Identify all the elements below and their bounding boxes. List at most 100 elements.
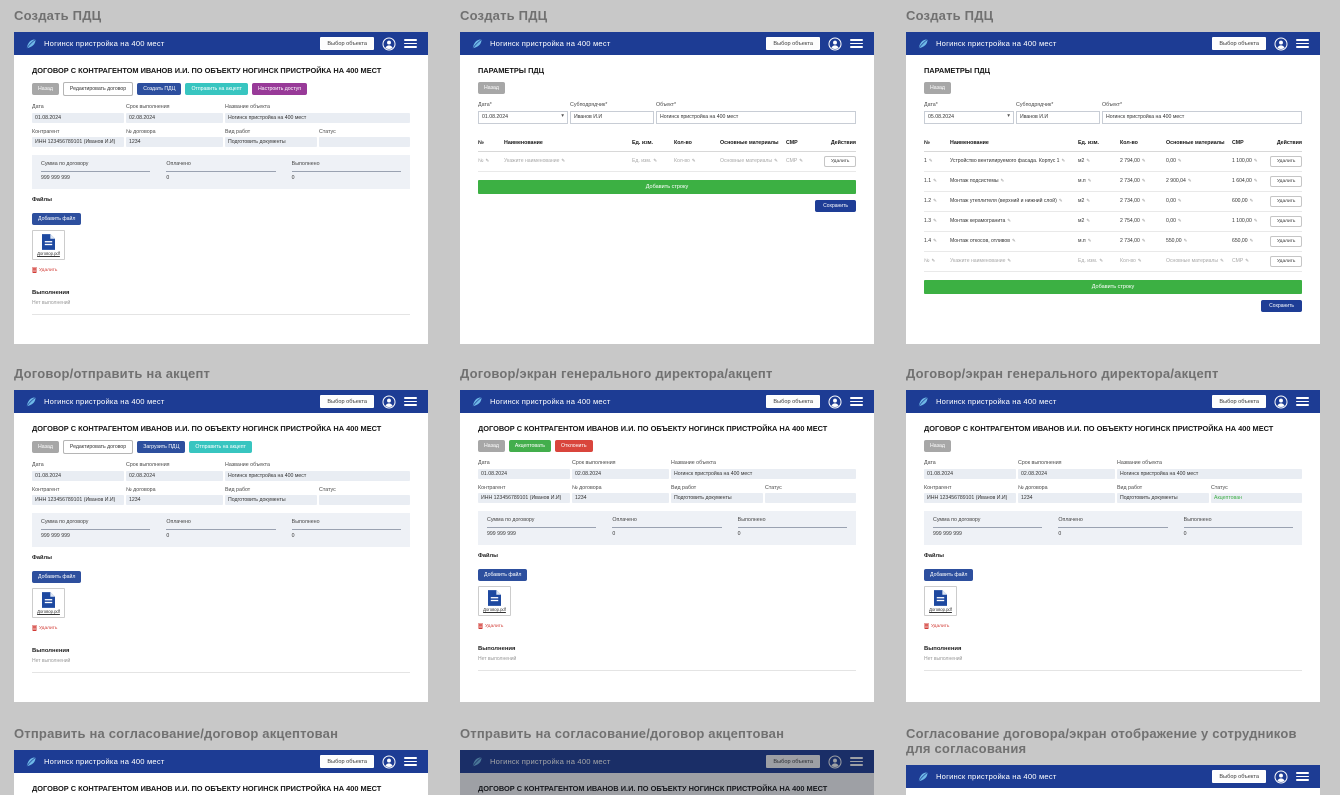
select-object-button[interactable]: Выбор объекта (766, 37, 820, 50)
table-cell[interactable]: 2 734,00 ✎ (1120, 178, 1162, 184)
user-avatar-icon[interactable] (828, 36, 842, 51)
date-select[interactable]: 01.08.2024 ▾ (478, 110, 568, 124)
action-button[interactable]: Назад (32, 441, 59, 453)
table-cell[interactable]: 600,00 ✎ (1232, 198, 1266, 204)
edit-pencil-icon[interactable]: ✎ (1007, 258, 1012, 263)
delete-file-label[interactable]: Удалить (931, 623, 950, 629)
add-row-button[interactable]: Добавить строку (924, 279, 1302, 294)
edit-pencil-icon[interactable]: ✎ (691, 158, 696, 163)
hamburger-menu-icon[interactable] (404, 396, 417, 407)
edit-pencil-icon[interactable]: ✎ (1000, 178, 1005, 183)
user-avatar-icon[interactable] (828, 394, 842, 409)
select-object-button[interactable]: Выбор объекта (320, 395, 374, 408)
edit-pencil-icon[interactable]: ✎ (1141, 198, 1146, 203)
table-cell[interactable]: м.п ✎ (1078, 238, 1116, 244)
hamburger-menu-icon[interactable] (1296, 396, 1309, 407)
hamburger-menu-icon[interactable] (850, 38, 863, 49)
delete-row-button[interactable]: Удалить (824, 155, 857, 167)
delete-file-link[interactable]: Удалить (32, 625, 57, 631)
edit-pencil-icon[interactable]: ✎ (933, 218, 937, 223)
table-cell[interactable]: 650,00 ✎ (1232, 238, 1266, 244)
select-object-button[interactable]: Выбор объекта (1212, 770, 1266, 783)
table-cell[interactable]: 2 734,00 ✎ (1120, 238, 1162, 244)
edit-pencil-icon[interactable]: ✎ (928, 158, 933, 163)
table-cell[interactable]: 1 100,00 ✎ (1232, 158, 1266, 164)
edit-pencil-icon[interactable]: ✎ (1058, 198, 1063, 203)
file-thumbnail[interactable]: Договор.pdf (32, 588, 65, 618)
edit-pencil-icon[interactable]: ✎ (1253, 158, 1258, 163)
table-cell[interactable]: Монтаж утеплителя (верхний и нижний слой… (950, 198, 1074, 204)
edit-pencil-icon[interactable]: ✎ (1141, 178, 1146, 183)
add-row-button[interactable]: Добавить строку (478, 179, 856, 194)
action-button[interactable]: Отправить на акцепт (189, 441, 252, 453)
edit-pencil-icon[interactable]: ✎ (1099, 258, 1104, 263)
edit-pencil-icon[interactable]: ✎ (485, 158, 490, 163)
edit-pencil-icon[interactable]: ✎ (1061, 158, 1066, 163)
hamburger-menu-icon[interactable] (1296, 771, 1309, 782)
file-thumbnail[interactable]: Договор.pdf (924, 586, 957, 616)
file-thumbnail[interactable]: Договор.pdf (478, 586, 511, 616)
save-button[interactable]: Сохранить (815, 199, 856, 212)
table-cell[interactable]: 1.1 ✎ (924, 178, 946, 184)
table-cell[interactable]: 550,00 ✎ (1166, 238, 1228, 244)
table-cell[interactable]: Ед. изм. ✎ (632, 158, 670, 164)
table-cell[interactable]: Укажите наименование ✎ (504, 158, 628, 164)
subcontractor-input[interactable]: Иванов И.И (1016, 110, 1100, 124)
table-cell[interactable]: Монтаж керамогранита ✎ (950, 218, 1074, 224)
delete-row-button[interactable]: Удалить (1270, 255, 1303, 267)
edit-pencil-icon[interactable]: ✎ (1087, 238, 1092, 243)
table-cell[interactable]: 2 734,00 ✎ (1120, 198, 1162, 204)
table-cell[interactable]: 0,00 ✎ (1166, 198, 1228, 204)
table-cell[interactable]: СМР ✎ (786, 158, 820, 164)
edit-pencil-icon[interactable]: ✎ (1187, 178, 1192, 183)
hamburger-menu-icon[interactable] (404, 38, 417, 49)
table-cell[interactable]: Монтаж подсистемы ✎ (950, 178, 1074, 184)
user-avatar-icon[interactable] (1274, 394, 1288, 409)
select-object-button[interactable]: Выбор объекта (1212, 37, 1266, 50)
user-avatar-icon[interactable] (382, 394, 396, 409)
table-cell[interactable]: 2 794,00 ✎ (1120, 158, 1162, 164)
table-cell[interactable]: 2 754,00 ✎ (1120, 218, 1162, 224)
table-cell[interactable]: Кол-во ✎ (1120, 258, 1162, 264)
delete-row-button[interactable]: Удалить (1270, 215, 1303, 227)
table-cell[interactable]: 1.4 ✎ (924, 238, 946, 244)
subcontractor-input[interactable]: Иванов И.И (570, 110, 654, 124)
edit-pencil-icon[interactable]: ✎ (1141, 238, 1146, 243)
select-object-button[interactable]: Выбор объекта (766, 755, 820, 768)
action-button[interactable]: Редактировать договор (62, 82, 134, 96)
edit-pencil-icon[interactable]: ✎ (1141, 158, 1146, 163)
delete-file-label[interactable]: Удалить (485, 623, 504, 629)
table-cell[interactable]: Основные материалы ✎ (1166, 258, 1228, 264)
edit-pencil-icon[interactable]: ✎ (561, 158, 566, 163)
add-file-button[interactable]: Добавить файл (478, 569, 528, 581)
edit-pencil-icon[interactable]: ✎ (933, 238, 937, 243)
action-button[interactable]: Редактировать договор (62, 440, 134, 454)
edit-pencil-icon[interactable]: ✎ (1177, 198, 1182, 203)
table-cell[interactable]: № ✎ (478, 158, 500, 164)
edit-pencil-icon[interactable]: ✎ (653, 158, 658, 163)
object-input[interactable]: Ногинск пристройка на 400 мест (1102, 110, 1302, 124)
table-cell[interactable]: м.п ✎ (1078, 178, 1116, 184)
edit-pencil-icon[interactable]: ✎ (1011, 238, 1016, 243)
add-file-button[interactable]: Добавить файл (32, 213, 82, 225)
date-select[interactable]: 05.08.2024 ▾ (924, 110, 1014, 124)
action-button[interactable]: Акцептовать (508, 440, 551, 452)
table-cell[interactable]: 1.3 ✎ (924, 218, 946, 224)
table-cell[interactable]: Ед. изм. ✎ (1078, 258, 1116, 264)
delete-row-button[interactable]: Удалить (1270, 155, 1303, 167)
delete-file-label[interactable]: Удалить (39, 267, 58, 273)
add-file-button[interactable]: Добавить файл (924, 569, 974, 581)
table-cell[interactable]: 1.2 ✎ (924, 198, 946, 204)
edit-pencil-icon[interactable]: ✎ (1249, 198, 1254, 203)
select-object-button[interactable]: Выбор объекта (320, 755, 374, 768)
table-cell[interactable]: Устройство вентилируемого фасада. Корпус… (950, 158, 1074, 164)
table-cell[interactable]: м2 ✎ (1078, 158, 1116, 164)
hamburger-menu-icon[interactable] (404, 756, 417, 767)
user-avatar-icon[interactable] (828, 754, 842, 769)
edit-pencil-icon[interactable]: ✎ (933, 178, 937, 183)
save-button[interactable]: Сохранить (1261, 299, 1302, 312)
action-button[interactable]: Загрузить ПДЦ (137, 441, 186, 453)
select-object-button[interactable]: Выбор объекта (766, 395, 820, 408)
delete-file-link[interactable]: Удалить (924, 623, 949, 629)
table-cell[interactable]: м2 ✎ (1078, 218, 1116, 224)
